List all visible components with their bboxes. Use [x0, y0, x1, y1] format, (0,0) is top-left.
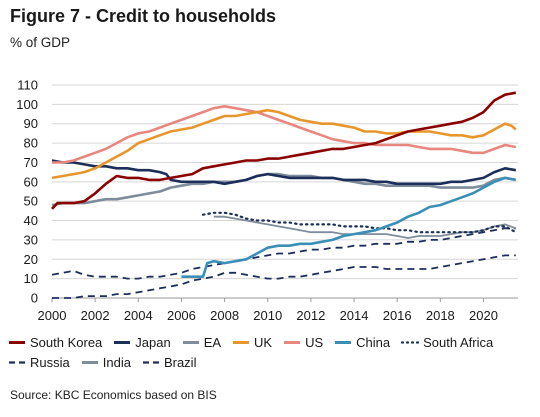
legend-swatch: [114, 340, 131, 344]
legend-swatch: [401, 340, 420, 344]
y-tick-label: 40: [24, 213, 38, 228]
y-tick-label: 110: [17, 78, 38, 93]
legend-label: Japan: [135, 334, 171, 350]
series-line-russia: [52, 254, 516, 299]
legend-label: UK: [254, 334, 273, 350]
legend-label: Brazil: [163, 354, 197, 370]
legend-label: EA: [203, 334, 222, 350]
x-tick-label: 2004: [124, 308, 153, 323]
y-tick-label: 60: [24, 174, 38, 189]
legend-label: Russia: [30, 354, 70, 370]
legend-item-south-africa: South Africa: [401, 335, 493, 350]
x-tick-label: 2018: [426, 308, 455, 323]
legend-item-us: US: [283, 335, 323, 350]
legend-label: South Korea: [30, 334, 103, 350]
y-tick-label: 80: [24, 136, 38, 151]
legend-label: US: [305, 334, 324, 350]
x-tick-label: 2016: [383, 308, 412, 323]
legend-swatch: [233, 340, 250, 344]
y-tick-label: 100: [16, 97, 38, 112]
series-line-brazil: [51, 227, 516, 280]
y-axis-tick-labels: 0 10 20 30 40 50 60 70 80 90 100 110: [16, 78, 38, 306]
x-tick-label: 2006: [167, 308, 196, 323]
legend-swatch: [9, 360, 25, 364]
x-tick-label: 2000: [38, 308, 67, 323]
x-tick-label: 2008: [210, 308, 239, 323]
series-line-japan: [51, 159, 517, 186]
legend-swatch: [9, 340, 25, 344]
legend-item-china: China: [334, 335, 390, 350]
series-line-uk: [51, 108, 517, 180]
x-tick-label: 2014: [340, 308, 369, 323]
series-line-south-africa: [201, 211, 517, 234]
x-tick-label: 2020: [469, 308, 498, 323]
figure-title: Figure 7 - Credit to households: [10, 6, 277, 26]
x-tick-label: 2002: [81, 308, 110, 323]
legend-swatch: [182, 340, 199, 344]
x-tick-label: 2010: [253, 308, 282, 323]
y-tick-label: 50: [24, 194, 38, 209]
legend-item-ea: EA: [182, 335, 221, 350]
x-axis-tick-labels: 2000 2002 2004 2006 2008 2010 2012 2014 2016 2018…: [38, 298, 498, 323]
legend-item-uk: UK: [232, 335, 272, 350]
y-tick-label: 20: [24, 252, 38, 267]
y-tick-label: 10: [24, 271, 38, 286]
y-tick-label: 30: [24, 232, 38, 247]
legend-item-japan: Japan: [113, 334, 171, 350]
gridlines: [52, 84, 518, 299]
legend-item-south-korea: South Korea: [8, 335, 102, 350]
figure-subtitle: % of GDP: [10, 35, 71, 50]
series-lines: [51, 91, 517, 299]
y-tick-label: 90: [24, 116, 38, 131]
series-line-south-korea: [51, 91, 517, 210]
x-tick-label: 2012: [296, 308, 325, 323]
legend-item-brazil: Brazil: [142, 354, 197, 370]
legend-swatch: [284, 340, 301, 344]
legend-label: India: [102, 354, 131, 370]
legend-label: China: [356, 334, 391, 350]
legend-swatch: [335, 340, 352, 344]
legend-row-2: Russia India Brazil: [8, 352, 536, 372]
legend-label: South Africa: [423, 334, 494, 350]
legend-item-russia: Russia: [8, 355, 70, 370]
legend: South Korea Japan EA UK US China South Africa R…: [8, 332, 536, 372]
legend-swatch: [81, 360, 98, 364]
series-line-china: [181, 176, 517, 278]
y-tick-label: 0: [31, 291, 38, 306]
legend-item-india: India: [81, 355, 131, 370]
legend-row-1: South Korea Japan EA UK US China South Africa: [8, 332, 536, 352]
series-line-us: [52, 105, 517, 164]
legend-swatch: [142, 360, 159, 364]
series-line-ea: [51, 172, 517, 207]
y-tick-label: 70: [24, 155, 38, 170]
source-note: Source: KBC Economics based on BIS: [10, 388, 217, 402]
